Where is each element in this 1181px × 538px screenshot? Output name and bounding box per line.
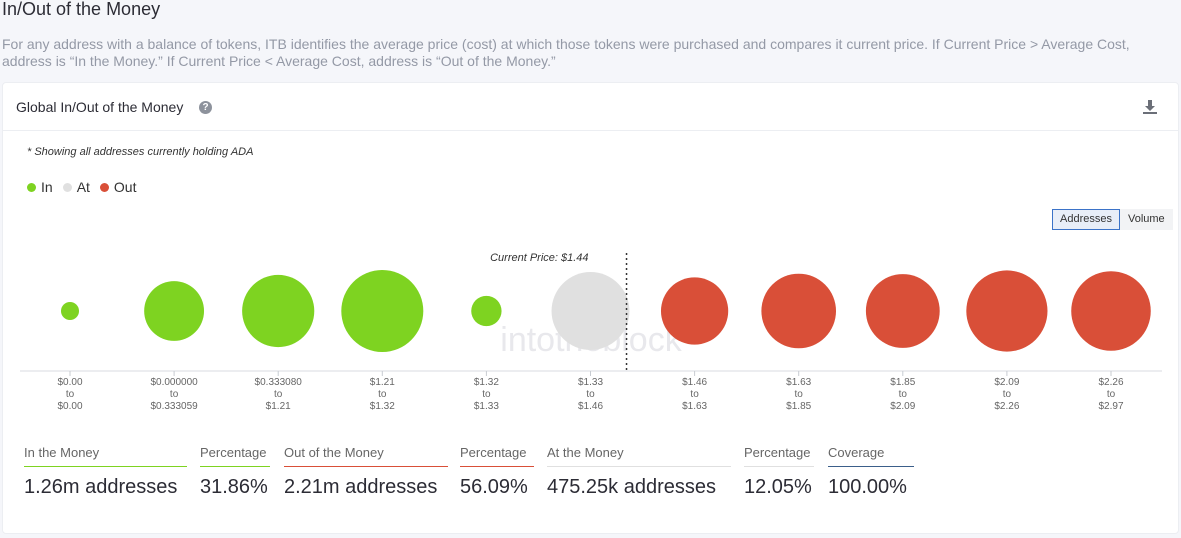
stat-underline (200, 466, 270, 467)
tick-label-to-word: to (170, 389, 179, 400)
stat-value: 56.09% (460, 476, 528, 498)
tick-label-from: $1.33 (578, 377, 603, 388)
tick-label-from: $1.85 (890, 377, 915, 388)
legend-item-out[interactable]: Out (99, 179, 137, 195)
bubble-out (660, 277, 729, 345)
stat-at-percentage: Percentage 12.05% (744, 445, 814, 499)
tick-label-to-word: to (690, 389, 699, 400)
stat-in-the-money: In the Money 1.26m addresses (24, 445, 187, 499)
legend-label-out: Out (113, 179, 137, 195)
tick-label-from: $0.00 (57, 377, 82, 388)
card-title: Global In/Out of the Money (16, 99, 184, 115)
tick-label-to-word: to (274, 389, 283, 400)
tick-label-to: $2.97 (1098, 401, 1123, 412)
tick-label-to-word: to (378, 389, 387, 400)
tick-label-to: $1.46 (578, 401, 603, 412)
tick-label-to: $2.09 (890, 401, 915, 412)
toggle-volume-button[interactable]: Volume (1119, 209, 1173, 230)
stat-value: 31.86% (200, 476, 268, 498)
stat-value: 2.21m addresses (284, 476, 438, 498)
legend-item-in[interactable]: In (27, 179, 53, 195)
chart-legend: In At Out (27, 179, 137, 195)
tick-label-to: $1.33 (474, 401, 499, 412)
stat-underline (547, 466, 731, 467)
bubble-in (144, 281, 205, 341)
tick-label-from: $1.46 (682, 377, 707, 388)
bubble-out (761, 273, 837, 349)
stat-underline (460, 466, 534, 467)
tick-label-to-word: to (482, 389, 491, 400)
stat-out-of-the-money: Out of the Money 2.21m addresses (284, 445, 448, 499)
page-title: In/Out of the Money (2, 0, 161, 19)
tick-label-from: $1.63 (786, 377, 811, 388)
bubble-out (865, 274, 940, 348)
tick-label-from: $1.21 (370, 377, 395, 388)
stat-underline (24, 466, 187, 467)
tick-label-from: $2.26 (1098, 377, 1123, 388)
stat-underline (828, 466, 914, 467)
stat-at-the-money: At the Money 475.25k addresses (547, 445, 731, 499)
legend-label-at: At (76, 179, 90, 195)
help-icon[interactable]: ? (199, 101, 212, 114)
stat-underline (744, 466, 814, 467)
bubble-chart: intotheblock$0.00to$0.00$0.000000to$0.33… (20, 252, 1162, 412)
tick-label-to: $0.333059 (150, 401, 198, 412)
metric-toggle: Addresses Volume (1052, 209, 1173, 230)
bubble-at (551, 272, 630, 350)
legend-item-at[interactable]: At (62, 179, 90, 195)
legend-dot-out (99, 182, 109, 192)
stat-in-percentage: Percentage 31.86% (200, 445, 270, 499)
bubble-out (1071, 271, 1151, 351)
stat-value: 1.26m addresses (24, 476, 178, 498)
tick-label-to: $1.85 (786, 401, 811, 412)
stat-value: 12.05% (744, 476, 812, 498)
page-description: For any address with a balance of tokens… (2, 36, 1130, 69)
stat-underline (284, 466, 448, 467)
tick-label-to-word: to (586, 389, 595, 400)
toggle-addresses-button[interactable]: Addresses (1052, 209, 1120, 230)
tick-label-to-word: to (795, 389, 804, 400)
bubble-in (242, 274, 315, 348)
stat-label: Percentage (460, 445, 527, 460)
stat-label: Percentage (200, 445, 267, 460)
tick-label-to: $1.32 (370, 401, 395, 412)
legend-dot-at (62, 182, 72, 192)
tick-label-to-word: to (1003, 389, 1012, 400)
tick-label-to: $2.26 (994, 401, 1019, 412)
tick-label-from: $0.333080 (255, 377, 303, 388)
bubble-in (471, 295, 502, 327)
card-header: Global In/Out of the Money ? (3, 83, 1178, 131)
tick-label-to-word: to (899, 389, 908, 400)
stat-label: Percentage (744, 445, 811, 460)
stat-label: Coverage (828, 445, 885, 460)
download-icon[interactable] (1142, 99, 1158, 115)
stat-label: Out of the Money (284, 445, 384, 460)
tick-label-to: $0.00 (57, 401, 82, 412)
stat-label: At the Money (547, 445, 624, 460)
legend-dot-in (27, 182, 36, 192)
bubble-out (966, 270, 1048, 352)
tick-label-from: $0.000000 (150, 377, 198, 388)
tick-label-from: $1.32 (474, 377, 499, 388)
tick-label-to-word: to (1107, 389, 1116, 400)
tick-label-to: $1.63 (682, 401, 707, 412)
current-price-label: Current Price: $1.44 (490, 252, 588, 264)
bubble-in (341, 270, 424, 352)
chart-card: Global In/Out of the Money ? * Showing a… (2, 82, 1179, 534)
legend-label-in: In (41, 179, 53, 195)
tick-label-to-word: to (66, 389, 75, 400)
tick-label-from: $2.09 (994, 377, 1019, 388)
tick-label-to: $1.21 (266, 401, 291, 412)
chart-note: * Showing all addresses currently holdin… (27, 146, 254, 158)
stat-label: In the Money (24, 445, 100, 460)
stat-value: 475.25k addresses (547, 476, 717, 498)
bubble-in (60, 301, 80, 321)
stat-value: 100.00% (828, 476, 907, 498)
stat-coverage: Coverage 100.00% (828, 445, 914, 499)
stat-out-percentage: Percentage 56.09% (460, 445, 534, 499)
